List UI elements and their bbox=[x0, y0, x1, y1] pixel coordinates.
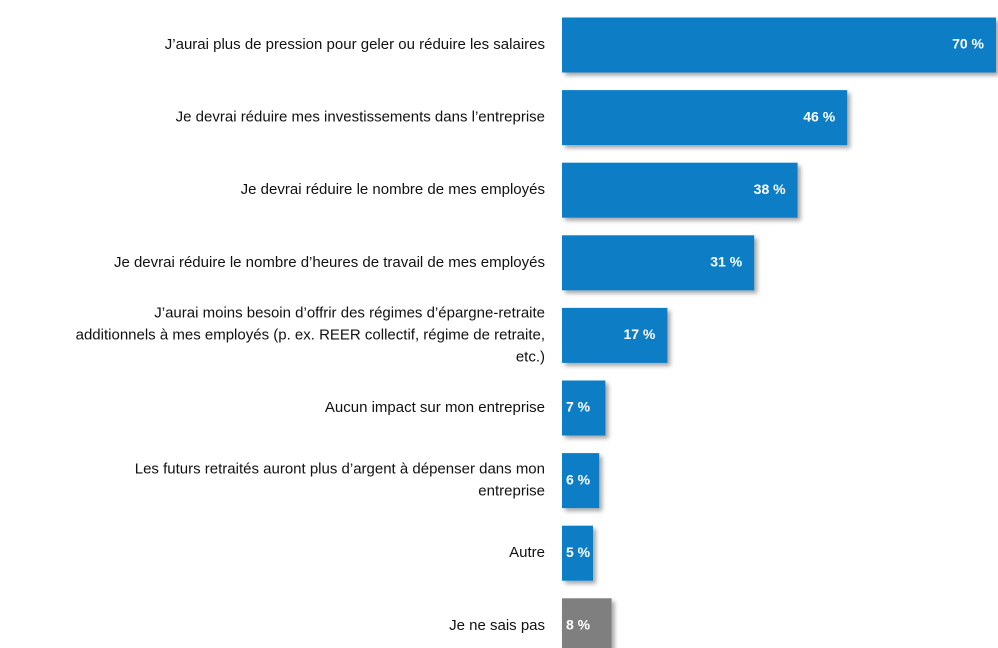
category-label: additionnels à mes employés (p. ex. REER… bbox=[76, 326, 545, 343]
bar bbox=[562, 307, 668, 363]
value-label: 5 % bbox=[566, 544, 591, 560]
value-label: 17 % bbox=[623, 326, 655, 342]
bar bbox=[562, 598, 612, 648]
bar bbox=[562, 162, 798, 218]
category-label: entreprise bbox=[478, 483, 545, 500]
bar bbox=[562, 235, 755, 291]
category-label: Aucun impact sur mon entreprise bbox=[325, 399, 545, 416]
category-label: Je devrai réduire le nombre de mes emplo… bbox=[241, 181, 545, 198]
category-label: Je devrai réduire mes investissements da… bbox=[176, 109, 545, 126]
value-label: 8 % bbox=[566, 617, 591, 633]
category-label: etc.) bbox=[516, 348, 545, 365]
bar bbox=[562, 453, 600, 509]
bar bbox=[562, 17, 996, 73]
category-label: Je devrai réduire le nombre d’heures de … bbox=[114, 254, 545, 271]
bar bbox=[562, 525, 593, 581]
category-label: Les futurs retraités auront plus d’argen… bbox=[135, 461, 545, 478]
category-label: Autre bbox=[509, 544, 545, 561]
category-label: J’aurai plus de pression pour geler ou r… bbox=[165, 36, 545, 53]
value-label: 7 % bbox=[566, 399, 591, 415]
bar bbox=[562, 380, 606, 436]
value-label: 70 % bbox=[952, 36, 984, 52]
category-label: J’aurai moins besoin d’offrir des régime… bbox=[154, 304, 545, 321]
value-label: 38 % bbox=[754, 181, 786, 197]
value-label: 46 % bbox=[803, 108, 835, 124]
value-label: 31 % bbox=[710, 254, 742, 270]
bar bbox=[562, 90, 848, 146]
value-label: 6 % bbox=[566, 471, 591, 487]
category-label: Je ne sais pas bbox=[449, 617, 545, 634]
